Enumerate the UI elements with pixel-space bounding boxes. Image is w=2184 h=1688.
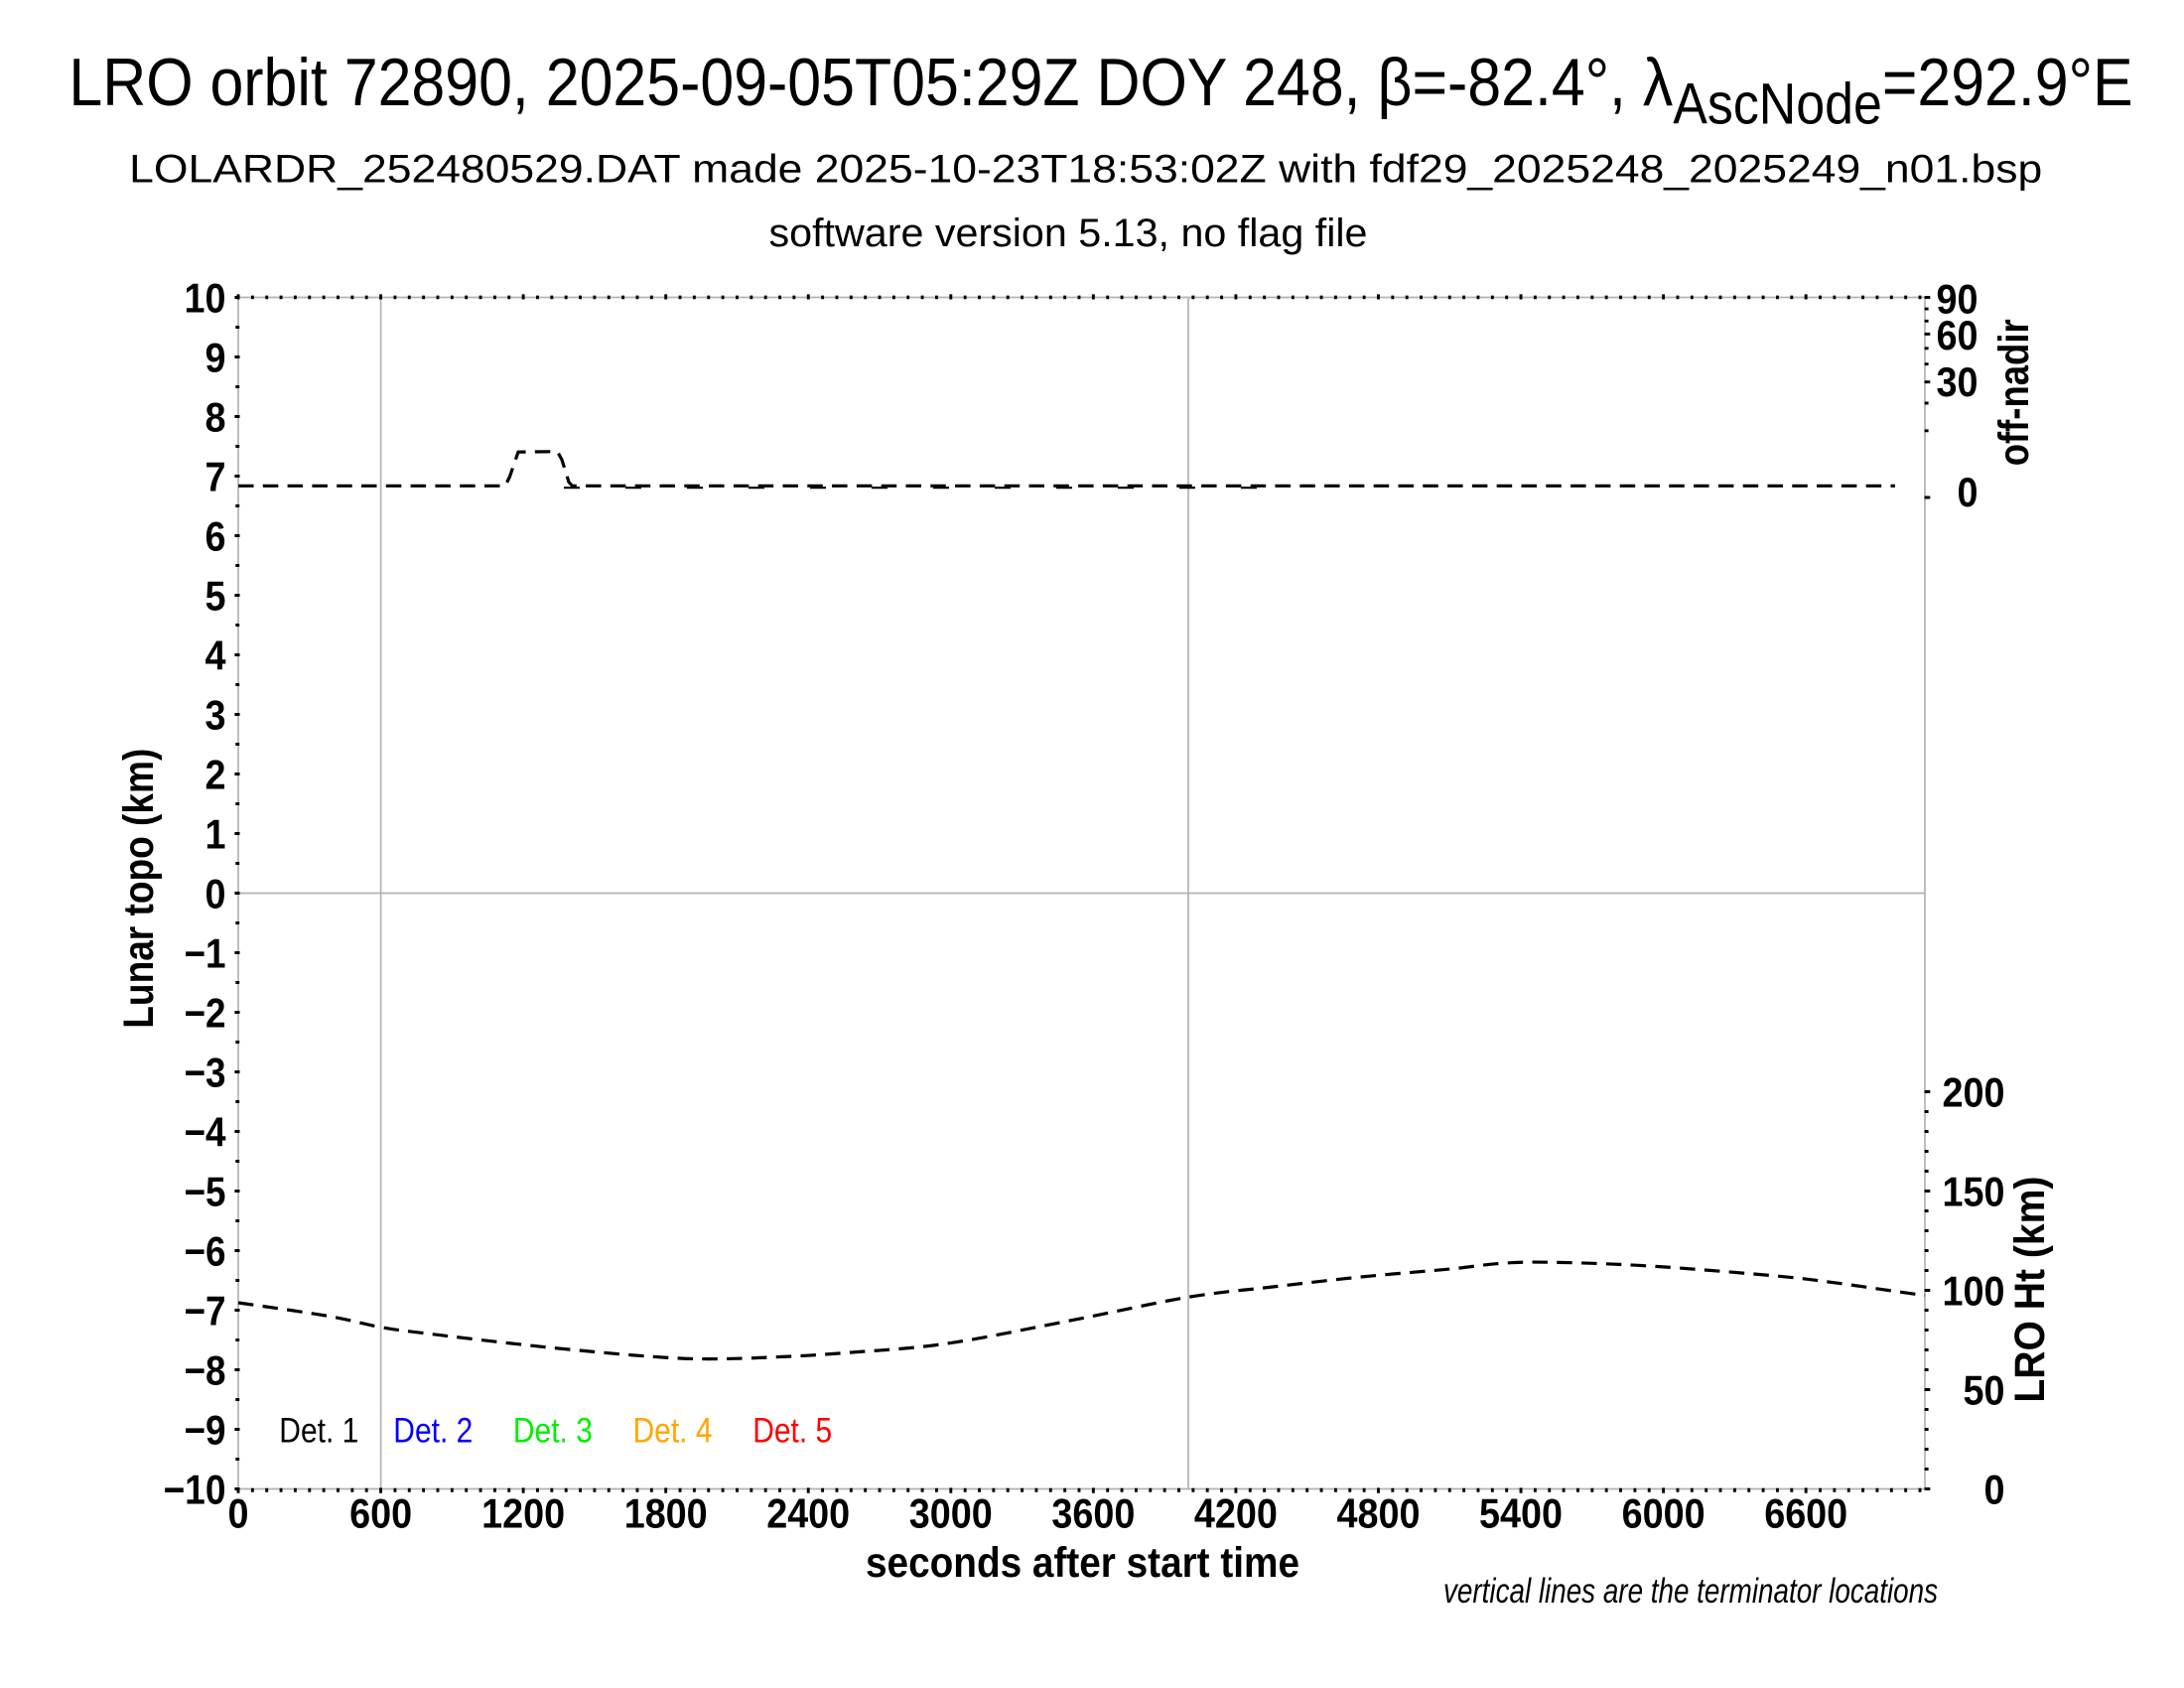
svg-text:off-nadir: off-nadir [1990,319,2038,466]
svg-text:−6: −6 [185,1228,226,1275]
svg-text:90: 90 [1937,276,1979,323]
svg-text:−1: −1 [185,930,226,977]
svg-text:Det. 3: Det. 3 [513,1412,593,1451]
svg-text:50: 50 [1964,1367,2005,1414]
svg-text:10: 10 [185,275,226,322]
svg-text:vertical lines are the termina: vertical lines are the terminator locati… [1443,1572,1938,1611]
svg-text:1: 1 [205,811,226,858]
svg-text:1800: 1800 [624,1490,708,1537]
svg-text:150: 150 [1943,1169,2005,1215]
svg-text:7: 7 [205,454,226,500]
svg-text:1200: 1200 [481,1490,565,1537]
svg-text:seconds after start time: seconds after start time [866,1539,1299,1587]
svg-text:3600: 3600 [1051,1490,1135,1537]
svg-text:−3: −3 [185,1050,226,1096]
svg-text:Det. 2: Det. 2 [393,1412,473,1451]
svg-text:9: 9 [205,335,226,381]
svg-text:−8: −8 [185,1347,226,1394]
svg-text:30: 30 [1937,358,1979,405]
svg-text:4800: 4800 [1337,1490,1421,1537]
svg-text:600: 600 [349,1490,412,1537]
svg-text:3: 3 [205,692,226,739]
svg-text:200: 200 [1943,1069,2005,1116]
svg-text:0: 0 [205,871,226,917]
svg-text:6600: 6600 [1764,1490,1847,1537]
svg-text:0: 0 [1984,1467,2005,1513]
svg-text:−5: −5 [185,1169,226,1215]
svg-text:LRO orbit 72890, 2025-09-05T05: LRO orbit 72890, 2025-09-05T05:29Z DOY 2… [68,45,2132,136]
svg-text:Det. 1: Det. 1 [279,1412,358,1451]
svg-text:6: 6 [205,513,226,560]
svg-text:4: 4 [205,633,227,679]
svg-text:−10: −10 [164,1467,226,1513]
svg-text:−9: −9 [185,1407,226,1454]
svg-text:−7: −7 [185,1288,226,1335]
svg-text:3000: 3000 [909,1490,993,1537]
svg-text:5400: 5400 [1479,1490,1563,1537]
svg-text:Lunar topo (km): Lunar topo (km) [115,749,163,1029]
svg-text:2: 2 [205,752,226,798]
svg-text:5: 5 [205,573,226,620]
svg-text:100: 100 [1943,1268,2005,1315]
svg-text:4200: 4200 [1194,1490,1278,1537]
svg-text:2400: 2400 [766,1490,850,1537]
svg-text:software version 5.13, no flag: software version 5.13, no flag file [769,211,1368,255]
svg-text:Det. 4: Det. 4 [633,1412,713,1451]
svg-text:8: 8 [205,394,226,441]
svg-text:−2: −2 [185,990,226,1037]
svg-text:0: 0 [1958,469,1979,515]
svg-text:6000: 6000 [1622,1490,1706,1537]
svg-text:60: 60 [1937,312,1979,358]
svg-text:LRO Ht (km): LRO Ht (km) [2006,1177,2054,1403]
svg-text:LOLARDR_252480529.DAT made 202: LOLARDR_252480529.DAT made 2025-10-23T18… [129,147,2042,191]
svg-text:−4: −4 [185,1109,227,1156]
svg-text:Det. 5: Det. 5 [752,1412,832,1451]
svg-text:0: 0 [228,1490,249,1537]
